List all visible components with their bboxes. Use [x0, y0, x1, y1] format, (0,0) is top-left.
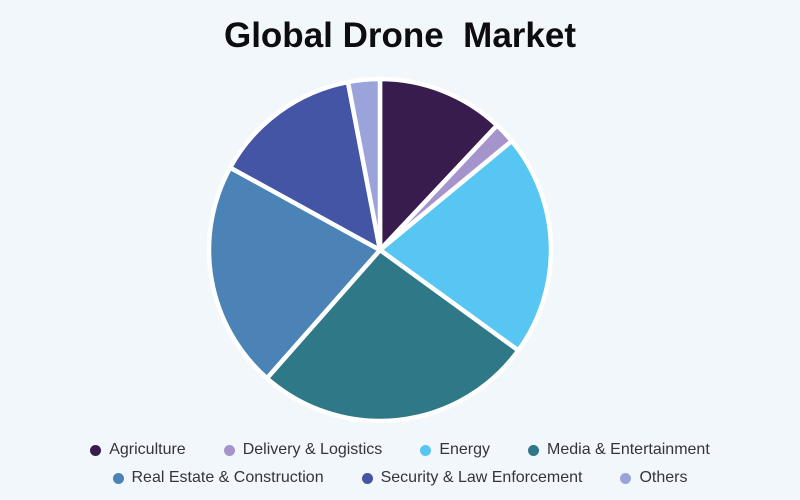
legend-swatch-delivery-logistics	[223, 444, 235, 456]
pie-slice-energy	[377, 138, 554, 353]
legend-item-media-entertainment: Media & Entertainment	[528, 441, 710, 459]
legend-label-energy: Energy	[439, 441, 491, 458]
legend-swatch-real-estate-construction	[112, 472, 124, 484]
legend-item-others: Others	[620, 469, 687, 487]
legend-row-1: Agriculture Delivery & Logistics Energy …	[0, 436, 800, 464]
legend-label-security-law-enforcement: Security & Law Enforcement	[380, 469, 583, 486]
legend-swatch-security-law-enforcement	[361, 472, 373, 484]
legend-item-real-estate-construction: Real Estate & Construction	[112, 469, 324, 487]
legend-label-delivery-logistics: Delivery & Logistics	[242, 441, 383, 458]
legend-label-real-estate-construction: Real Estate & Construction	[131, 469, 324, 486]
legend-item-delivery-logistics: Delivery & Logistics	[223, 441, 383, 459]
pie-slice-media-entertainment	[264, 247, 521, 424]
pie-slice-security-law-enforcement	[227, 79, 383, 253]
pie-chart-area	[195, 65, 565, 435]
legend-swatch-energy	[420, 444, 432, 456]
legend-item-agriculture: Agriculture	[90, 441, 186, 459]
legend-label-others: Others	[639, 469, 688, 486]
pie-slice-agriculture	[377, 76, 500, 253]
legend-row-2: Real Estate & Construction Security & La…	[0, 464, 800, 492]
legend: Agriculture Delivery & Logistics Energy …	[0, 436, 800, 492]
legend-swatch-agriculture	[90, 444, 102, 456]
legend-swatch-media-entertainment	[528, 444, 540, 456]
chart-title: Global Drone Market	[223, 16, 577, 55]
legend-swatch-others	[620, 472, 632, 484]
pie-slice-real-estate-construction	[206, 165, 383, 381]
legend-item-security-law-enforcement: Security & Law Enforcement	[361, 469, 583, 487]
legend-item-energy: Energy	[420, 441, 490, 459]
legend-label-agriculture: Agriculture	[109, 441, 186, 458]
pie-chart	[206, 76, 554, 424]
legend-label-media-entertainment: Media & Entertainment	[547, 441, 710, 458]
pie-slice-others	[345, 76, 383, 253]
